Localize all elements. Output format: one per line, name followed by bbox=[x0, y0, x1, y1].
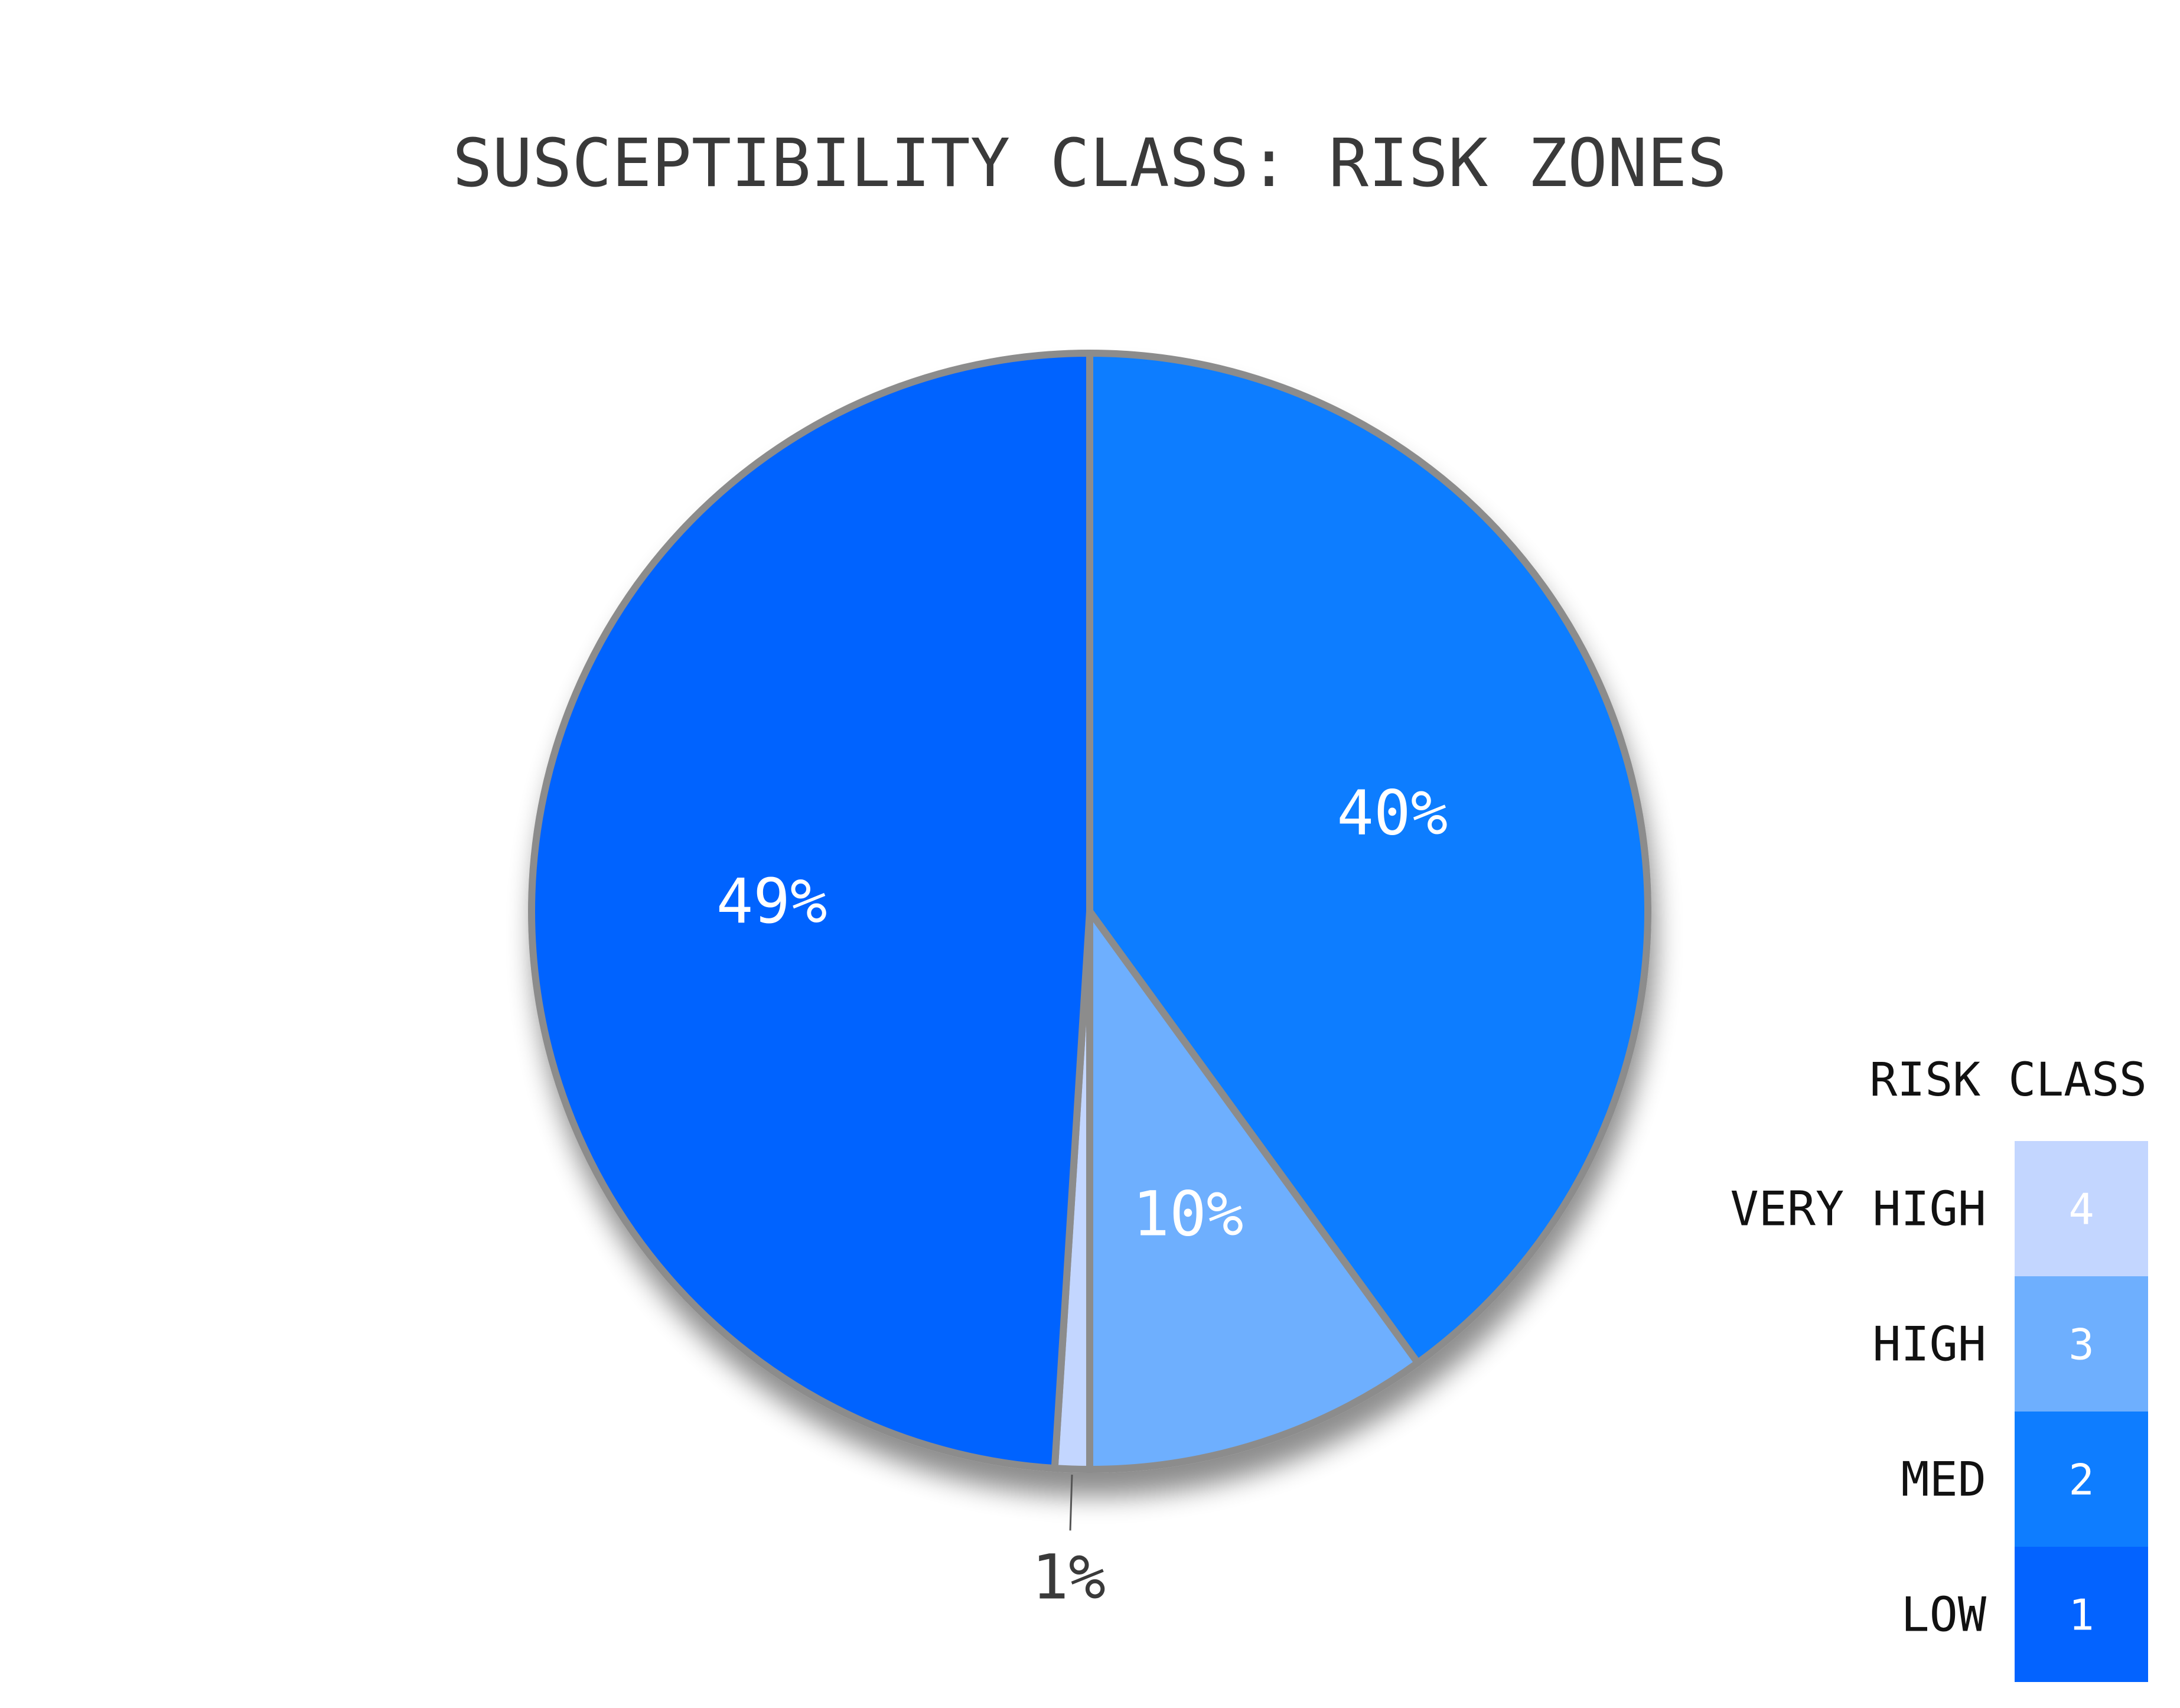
legend-title: RISK CLASS bbox=[1869, 1054, 2147, 1107]
legend-num-high: 3 bbox=[2068, 1320, 2094, 1370]
pie bbox=[527, 350, 1651, 1474]
legend-swatch-med bbox=[2015, 1412, 2148, 1547]
legend-label-high: HIGH bbox=[1872, 1317, 1986, 1372]
legend-swatch-low bbox=[2015, 1547, 2148, 1682]
slice-label-low: 49% bbox=[716, 865, 827, 937]
legend-label-low: LOW bbox=[1901, 1588, 1987, 1642]
chart-title: SUSCEPTIBILITY CLASS: RISK ZONES bbox=[452, 125, 1727, 202]
pie-slice-med bbox=[1086, 350, 1651, 1367]
legend-label-med: MED bbox=[1901, 1452, 1987, 1507]
leader-line-very-high bbox=[1069, 1474, 1073, 1531]
slice-labels: 40% 10% 1% 49% bbox=[716, 777, 1448, 1614]
slice-label-med: 40% bbox=[1337, 777, 1448, 849]
legend-num-very-high: 4 bbox=[2068, 1185, 2094, 1234]
legend-num-low: 1 bbox=[2068, 1590, 2094, 1640]
legend-label-very-high: VERY HIGH bbox=[1731, 1182, 1986, 1237]
pie-slice-high bbox=[1086, 908, 1422, 1473]
slice-label-high: 10% bbox=[1133, 1178, 1244, 1250]
legend-swatch-very-high bbox=[2015, 1141, 2148, 1276]
slice-label-very-high: 1% bbox=[1032, 1541, 1106, 1613]
legend-num-med: 2 bbox=[2068, 1455, 2094, 1505]
legend-swatch-high bbox=[2015, 1276, 2148, 1412]
pie-slice-low bbox=[527, 350, 1093, 1472]
legend: RISK CLASS 4 VERY HIGH 3 HIGH 2 MED 1 LOW bbox=[1731, 1054, 2148, 1682]
